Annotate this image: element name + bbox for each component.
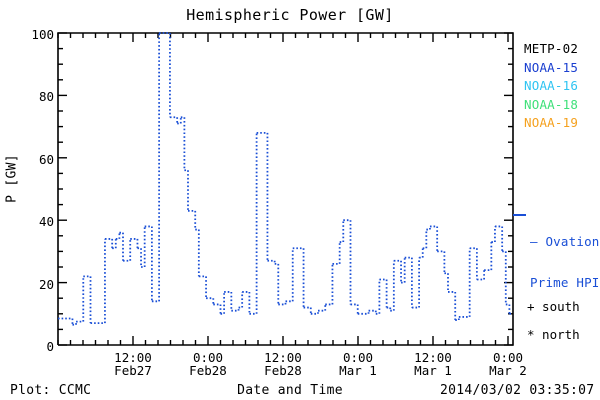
x-tick-date: Feb27 (114, 363, 152, 378)
axes-frame (57, 32, 514, 346)
x-tick-label: 12:00 Feb27 (88, 351, 178, 377)
x-tick-time: 0:00 (192, 350, 224, 365)
ovation-prime-dash-marker (513, 214, 526, 216)
north-marker-legend: * north (527, 327, 580, 342)
ovation-prime-hpi-annotation: — Ovation Prime HPI (530, 208, 600, 316)
x-tick-label: 12:00 Feb28 (238, 351, 328, 377)
x-tick-time: 0:00 (492, 350, 524, 365)
x-tick-time: 0:00 (342, 350, 374, 365)
y-tick-label: 40 (38, 214, 54, 230)
x-tick-label: 0:00 Feb28 (163, 351, 253, 377)
x-tick-label: 0:00 Mar 2 (463, 351, 553, 377)
x-tick-date: Mar 1 (414, 363, 452, 378)
x-tick-time: 12:00 (114, 350, 152, 365)
x-tick-date: Mar 2 (489, 363, 527, 378)
x-axis-label: Date and Time (237, 383, 343, 398)
legend-entry-noaa-18: NOAA-18 (524, 96, 579, 112)
axis-ticks (57, 32, 513, 346)
x-tick-time: 12:00 (264, 350, 302, 365)
x-tick-label: 0:00 Mar 1 (313, 351, 403, 377)
plot-timestamp: 2014/03/02 03:35:07 (440, 383, 595, 398)
ovation-annotation-line1: — Ovation (530, 234, 600, 249)
legend-entry-noaa-16: NOAA-16 (524, 78, 579, 93)
ovation-annotation-line2: Prime HPI (530, 274, 600, 290)
south-marker-legend: + south (527, 299, 580, 314)
x-tick-date: Feb28 (189, 363, 227, 378)
x-tick-date: Mar 1 (339, 363, 377, 378)
chart-title: Hemispheric Power [GW] (186, 6, 394, 24)
y-tick-label: 0 (46, 339, 54, 354)
legend-entry-noaa-15: NOAA-15 (524, 59, 579, 75)
plot-credit: Plot: CCMC (10, 383, 92, 398)
y-tick-label: 80 (38, 89, 54, 105)
data-series-ovation-prime-hpi (58, 32, 513, 326)
y-tick-label: 60 (38, 151, 54, 167)
y-axis-tick-labels: 0 20 40 60 80 100 (0, 0, 54, 400)
x-tick-time: 12:00 (414, 350, 452, 365)
x-tick-label: 12:00 Mar 1 (388, 351, 478, 377)
legend-entry-noaa-19: NOAA-19 (524, 115, 579, 130)
legend: METP-02 NOAA-15 NOAA-16 NOAA-18 NOAA-19 (524, 40, 600, 133)
x-tick-date: Feb28 (264, 363, 302, 378)
y-tick-label: 20 (38, 276, 54, 292)
legend-entry-metp-02: METP-02 (524, 41, 579, 56)
y-tick-label: 100 (31, 27, 54, 42)
